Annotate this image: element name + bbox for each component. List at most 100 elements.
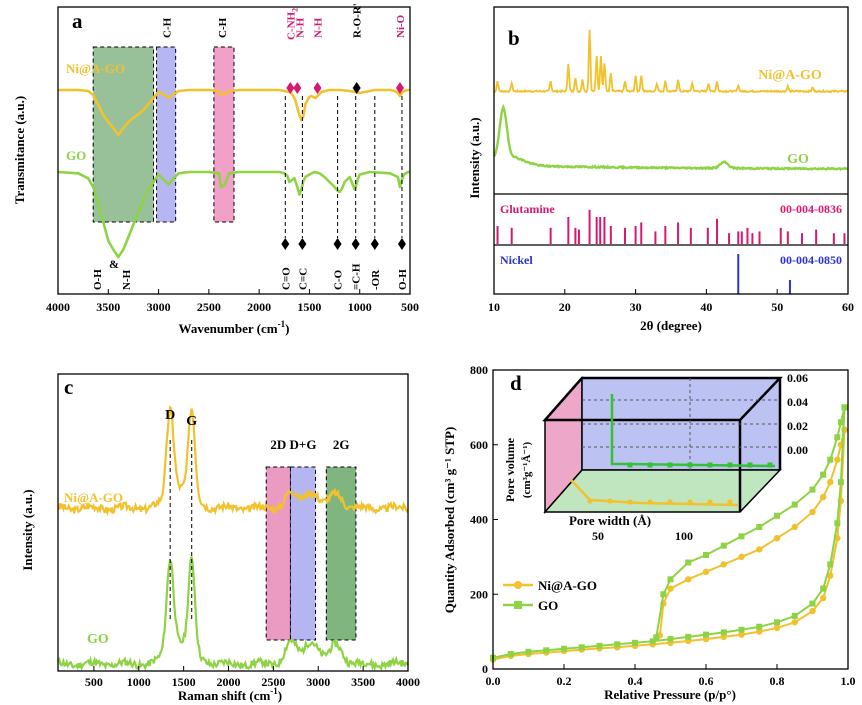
x-tick-label-1500: 1500 — [297, 300, 321, 314]
annotation-top-4: N-H — [312, 17, 324, 38]
panel-b: Ni@A-GO GO Glutamine 00-004-0836 Nickel 00-0… — [467, 6, 854, 333]
panel-a-xlabel: Wavenumber (cm-1) — [179, 319, 290, 336]
panel-b-x-ticks: 10 20 30 40 50 60 — [488, 289, 854, 314]
point-des-niago-6 — [791, 523, 798, 531]
ref-label-glutamine: Glutamine — [500, 202, 555, 216]
point-des-niago-2 — [834, 456, 841, 463]
inset-x-tick-label-100: 100 — [675, 529, 693, 543]
panel-a-axes-frame — [57, 6, 411, 295]
inset-y-tick-label-1: 0.04 — [787, 395, 808, 409]
x-tick-label-3500: 3500 — [351, 675, 375, 689]
inset-point-go-2 — [667, 462, 673, 468]
inset-point-ni-a-go-3 — [647, 499, 653, 505]
marker-diamond-top-4 — [395, 82, 404, 94]
panel-d-xlabel: Relative Pressure (p/p°) — [604, 687, 736, 702]
isotherm-des-niago — [658, 429, 846, 636]
annotation-top-0: C-H — [162, 17, 174, 38]
marker-diamond-bottom-4 — [370, 238, 379, 250]
annotation-bottom-amp: & — [109, 257, 119, 271]
point-ads-niago-14 — [738, 631, 745, 638]
x-tick-label-20: 20 — [559, 300, 571, 314]
point-ads-go-14 — [738, 626, 745, 633]
point-ads-go-16 — [774, 619, 780, 626]
annotation-bottom-3: =C-H — [351, 263, 363, 290]
x-tick-label-1000: 1000 — [127, 675, 151, 689]
point-ads-go-3 — [543, 647, 550, 654]
y-tick-label-600: 600 — [470, 438, 488, 452]
marker-diamond-top-1 — [293, 82, 302, 94]
x-tick-label-60: 60 — [842, 300, 854, 314]
point-ads-go-10 — [667, 636, 674, 643]
point-ads-go-17 — [791, 612, 798, 619]
inset-point-go-7 — [767, 462, 773, 468]
inset-point-go-6 — [747, 462, 753, 468]
annotation-bottom-oh: O-H — [92, 269, 104, 290]
panel-d-letter: d — [510, 371, 522, 395]
point-ads-go-20 — [827, 561, 834, 568]
annotation-top-6: Ni-O — [395, 14, 407, 38]
x-tick-label-2000: 2000 — [217, 675, 241, 689]
panel-b-xlabel: 2θ (degree) — [640, 318, 702, 333]
x-tick-label-10: 10 — [488, 300, 500, 314]
panel-c-x-ticks: 500 1000 1500 2000 2500 3000 3500 4000 — [85, 666, 420, 689]
series-line-go — [57, 556, 410, 673]
point-ads-niago-18 — [809, 607, 816, 615]
point-ads-go-11 — [685, 633, 692, 640]
legend-marker-0 — [514, 581, 522, 589]
annotation-top-2: C-NH2 — [285, 8, 299, 40]
annotation-top-5: R-O-R' — [352, 3, 364, 38]
annotation-top-1: C-H — [217, 17, 229, 38]
point-ads-go-9 — [649, 638, 656, 645]
panel-b-letter: b — [508, 26, 520, 50]
x-tick-label-1500: 1500 — [172, 675, 196, 689]
point-des-niago-13 — [667, 585, 674, 592]
point-ads-niago-15 — [756, 628, 763, 635]
point-des-niago-12 — [685, 576, 692, 583]
point-des-go-9 — [738, 533, 745, 540]
point-des-niago-4 — [819, 493, 827, 501]
point-des-niago-10 — [720, 561, 727, 568]
x-tick-label-30: 30 — [630, 300, 642, 314]
point-ads-go-18 — [809, 600, 816, 607]
inset-point-go-4 — [707, 462, 713, 468]
inset-point-ni-a-go-7 — [727, 499, 733, 505]
inset-point-ni-a-go-0 — [587, 498, 593, 504]
marker-diamond-bottom-0 — [281, 238, 290, 250]
point-des-go-2 — [834, 434, 841, 441]
point-des-go-8 — [756, 523, 763, 530]
panel-c-curves — [57, 405, 410, 673]
x-tick-label-0.4: 0.4 — [628, 674, 643, 688]
point-des-go-12 — [685, 559, 692, 566]
inset-point-ni-a-go-6 — [707, 499, 713, 505]
point-ads-go-4 — [561, 645, 567, 652]
panel-d-legend: Ni@A-GO GO — [503, 578, 597, 613]
x-tick-label-3000: 3000 — [306, 675, 330, 689]
panel-c: Ni@A-GO GO D G 2D D+G 2G 500 1000 1500 2000 2500 30… — [20, 373, 420, 703]
annotation-bottom-nh: N-H — [121, 269, 133, 290]
band-label-1: D+G — [290, 437, 317, 452]
point-des-go-4 — [820, 471, 827, 478]
series-line-ni-a-go — [57, 405, 409, 517]
x-tick-label-1000: 1000 — [348, 300, 372, 314]
point-des-go-11 — [703, 552, 709, 559]
panel-c-ylabel: Intensity (a.u.) — [20, 489, 35, 570]
panel-a-x-ticks: 4000 3500 3000 2500 2000 1500 1000 500 — [46, 289, 419, 314]
x-tick-label-40: 40 — [700, 300, 712, 314]
x-tick-label-2500: 2500 — [261, 675, 285, 689]
x-tick-label-2500: 2500 — [197, 300, 221, 314]
point-ads-go-1 — [507, 651, 514, 658]
inset-point-go-5 — [727, 462, 733, 468]
x-tick-label-50: 50 — [771, 300, 783, 314]
marker-diamond-bottom-3 — [351, 238, 360, 250]
panel-b-curves: Ni@A-GO GO — [493, 29, 848, 172]
band-ch-2 — [213, 46, 235, 223]
point-des-go-10 — [720, 542, 727, 549]
ref-label-nickel: Nickel — [500, 253, 533, 267]
panel-c-annotations: Ni@A-GO GO D G 2D D+G 2G — [64, 408, 349, 647]
x-tick-label-2000: 2000 — [247, 300, 271, 314]
point-ads-go-22 — [837, 479, 844, 486]
panel-b-ylabel: Intensity (a.u.) — [467, 117, 482, 198]
curve-label-ni-a-go: Ni@A-GO — [64, 490, 123, 505]
